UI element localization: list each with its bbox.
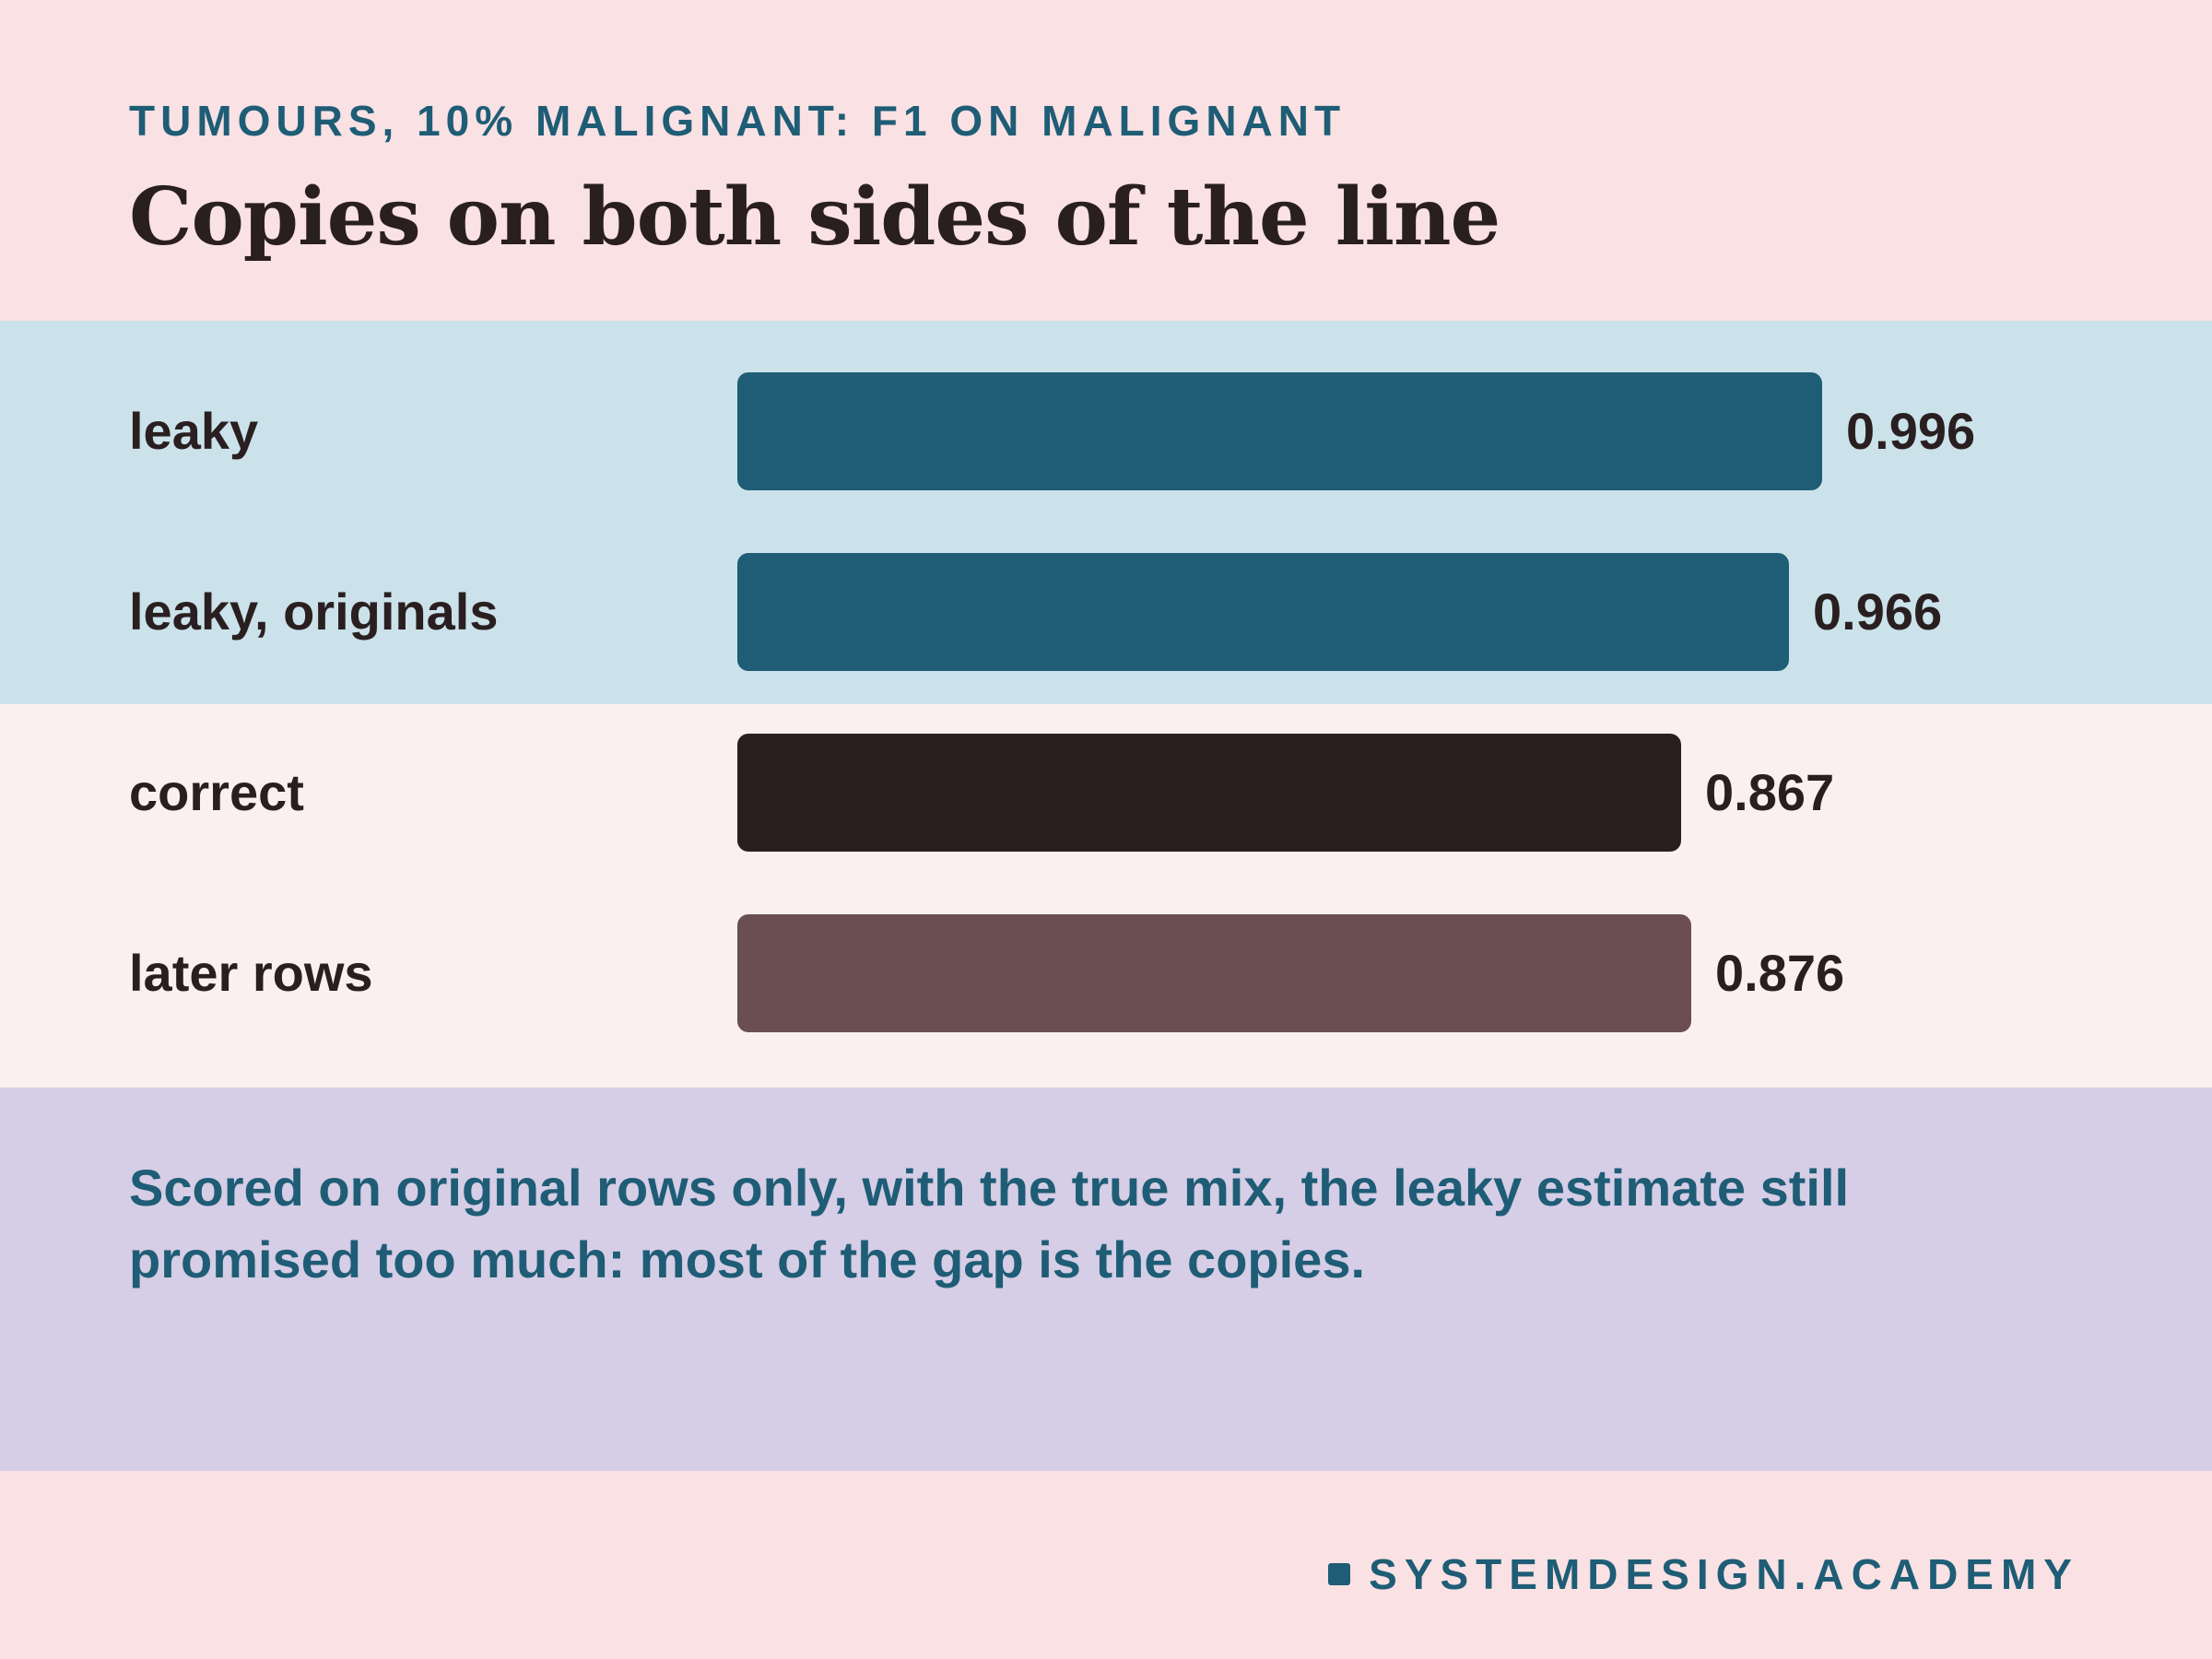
bar-later-rows (737, 914, 1691, 1032)
chart-title: Copies on both sides of the line (129, 171, 1500, 264)
bar-leaky-originals (737, 553, 1789, 671)
brand-name: SYSTEMDESIGN.ACADEMY (1369, 1550, 2079, 1598)
brand-square-icon (1328, 1563, 1351, 1585)
bar-correct (737, 734, 1681, 852)
note-band (0, 1088, 2212, 1471)
value-label-leaky: 0.996 (1846, 402, 1976, 460)
category-label-leaky-originals: leaky, originals (129, 582, 499, 641)
footer-brand: SYSTEMDESIGN.ACADEMY (1328, 1548, 2079, 1600)
chart-kicker: TUMOURS, 10% MALIGNANT: F1 ON MALIGNANT (129, 97, 1347, 145)
value-label-later-rows: 0.876 (1715, 944, 1845, 1002)
value-label-leaky-originals: 0.966 (1813, 582, 1943, 641)
chart-note: Scored on original rows only, with the t… (129, 1159, 1850, 1288)
value-label-correct: 0.867 (1705, 763, 1835, 821)
category-label-later-rows: later rows (129, 944, 373, 1002)
category-label-leaky: leaky (129, 402, 259, 460)
category-label-correct: correct (129, 763, 304, 821)
bar-leaky (737, 372, 1822, 490)
